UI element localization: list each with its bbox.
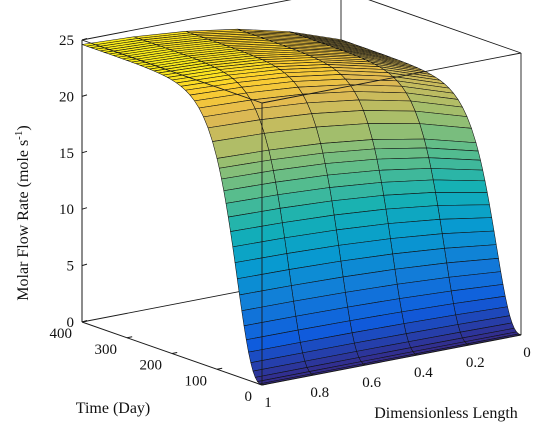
x-tick xyxy=(258,383,263,386)
box-edge-back-top-x xyxy=(81,0,292,41)
surface-cell xyxy=(430,168,486,182)
surface-cell xyxy=(367,123,425,140)
surface-cell xyxy=(435,192,490,206)
z-tick-label: 20 xyxy=(59,89,74,105)
z-tick xyxy=(81,263,88,267)
x-tick xyxy=(361,363,366,366)
x-axis-label: Dimensionless Length xyxy=(374,405,518,422)
x-tick-label: 0 xyxy=(523,345,531,361)
box-edge-top-front-t xyxy=(81,39,263,104)
z-axis-label-superscript: -1 xyxy=(13,131,25,140)
y-tick-label: 400 xyxy=(50,326,73,342)
x-axis-line xyxy=(261,334,522,386)
surface-cell xyxy=(354,91,411,102)
z-tick-label: 25 xyxy=(59,33,74,49)
surface-mesh xyxy=(81,28,522,386)
z-tick-label: 10 xyxy=(59,202,74,218)
box-edge-back-top-t xyxy=(368,0,522,54)
z-tick xyxy=(81,38,88,41)
y-tick-label: 200 xyxy=(140,358,163,374)
z-tick xyxy=(81,150,88,154)
surface-cell xyxy=(372,138,427,150)
x-tick xyxy=(310,373,314,376)
x-tick xyxy=(413,353,418,356)
y-tick-label: 300 xyxy=(95,342,118,358)
y-tick-label: 100 xyxy=(185,373,208,389)
surface-cell xyxy=(432,179,488,193)
z-tick xyxy=(81,207,88,210)
y-tick xyxy=(171,352,178,354)
x-tick xyxy=(465,343,470,346)
surface-cell xyxy=(358,99,416,112)
x-tick-label: 0.2 xyxy=(466,355,485,371)
box-edge-top-front-x xyxy=(261,52,522,104)
surface-cell xyxy=(374,147,429,160)
z-tick xyxy=(81,94,88,97)
y-tick xyxy=(81,320,88,323)
z-tick-label: 0 xyxy=(67,315,75,331)
x-tick-label: 0.8 xyxy=(310,385,329,401)
y-tick xyxy=(216,367,223,370)
x-tick-label: 1 xyxy=(264,395,272,411)
y-tick-label: 0 xyxy=(245,389,253,405)
x-tick-label: 0.6 xyxy=(362,375,381,391)
axes-front-box xyxy=(81,39,522,386)
y-axis-label: Time (Day) xyxy=(76,400,151,417)
x-tick xyxy=(517,333,522,336)
x-tick-label: 0.4 xyxy=(414,365,433,381)
z-tick-label: 15 xyxy=(59,146,74,162)
z-axis-label: Molar Flow Rate (mole s-1) xyxy=(13,125,32,300)
z-tick-label: 5 xyxy=(67,259,75,275)
surface-cell xyxy=(363,110,420,124)
y-tick xyxy=(261,383,268,386)
surface-cell xyxy=(437,204,493,220)
y-tick xyxy=(126,336,133,339)
